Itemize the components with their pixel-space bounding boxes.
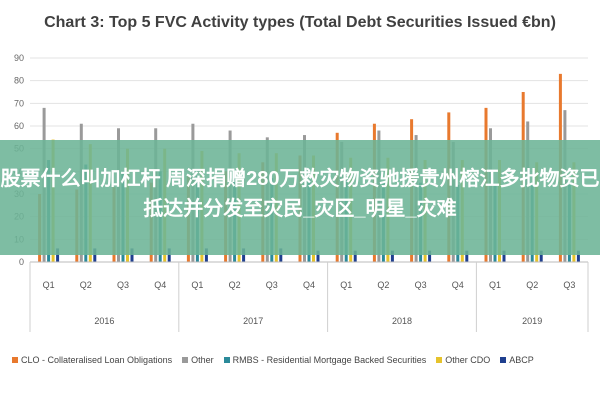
y-tick-label: 70 (14, 98, 24, 108)
legend-label: Other CDO (445, 355, 491, 365)
legend-swatch (500, 357, 507, 363)
x-tick-label: Q2 (229, 280, 241, 290)
bar (428, 250, 432, 262)
legend-swatch (182, 357, 189, 363)
bar (502, 250, 506, 262)
x-tick-label: Q2 (80, 280, 92, 290)
legend-label: ABCP (509, 355, 534, 365)
bar (93, 248, 97, 262)
y-tick-label: 80 (14, 76, 24, 86)
x-tick-label: Q3 (266, 280, 278, 290)
y-tick-label: 90 (14, 53, 24, 63)
bar (242, 248, 246, 262)
legend-entry: Other (182, 355, 214, 365)
x-tick-label: Q1 (489, 280, 501, 290)
legend-entry: Other CDO (436, 355, 490, 365)
legend-entry: ABCP (500, 355, 534, 365)
legend-label: Other (191, 355, 214, 365)
legend-entry: RMBS - Residential Mortgage Backed Secur… (223, 355, 427, 365)
x-group-label: 2019 (522, 316, 542, 326)
x-group-label: 2018 (392, 316, 412, 326)
x-tick-label: Q4 (452, 280, 464, 290)
bar (204, 248, 208, 262)
legend-label: CLO - Collateralised Loan Obligations (21, 355, 173, 365)
x-tick-label: Q2 (526, 280, 538, 290)
bar (167, 248, 171, 262)
y-tick-label: 0 (19, 257, 24, 267)
overlay-text: 股票什么叫加杠杆 周深捐赠280万救灾物资驰援贵州榕江多批物资已抵达并分发至灾民… (0, 168, 600, 220)
x-tick-label: Q3 (415, 280, 427, 290)
x-tick-label: Q3 (117, 280, 129, 290)
legend-entry: CLO - Collateralised Loan Obligations (12, 355, 172, 365)
bar (539, 250, 543, 262)
x-tick-label: Q1 (191, 280, 203, 290)
x-tick-label: Q4 (303, 280, 315, 290)
bar (353, 250, 357, 262)
legend-swatch (12, 357, 18, 363)
y-tick-label: 60 (14, 121, 24, 131)
bar (390, 250, 394, 262)
bar (130, 248, 134, 262)
bar (576, 250, 580, 262)
bar (279, 248, 283, 262)
x-tick-label: Q4 (154, 280, 166, 290)
x-tick-label: Q3 (563, 280, 575, 290)
overlay-band (0, 140, 600, 255)
legend: CLO - Collateralised Loan Obligations Oth… (12, 350, 597, 370)
legend-label: RMBS - Residential Mortgage Backed Secur… (232, 355, 427, 365)
x-tick-label: Q1 (43, 280, 55, 290)
bar (56, 248, 60, 262)
legend-swatch (223, 357, 230, 363)
x-tick-label: Q2 (377, 280, 389, 290)
x-tick-label: Q1 (340, 280, 352, 290)
bar (465, 250, 469, 262)
x-group-label: 2017 (243, 316, 263, 326)
x-group-label: 2016 (94, 316, 114, 326)
legend-swatch (436, 357, 443, 363)
chart-title: Chart 3: Top 5 FVC Activity types (Total… (44, 14, 556, 31)
bar (316, 250, 320, 262)
